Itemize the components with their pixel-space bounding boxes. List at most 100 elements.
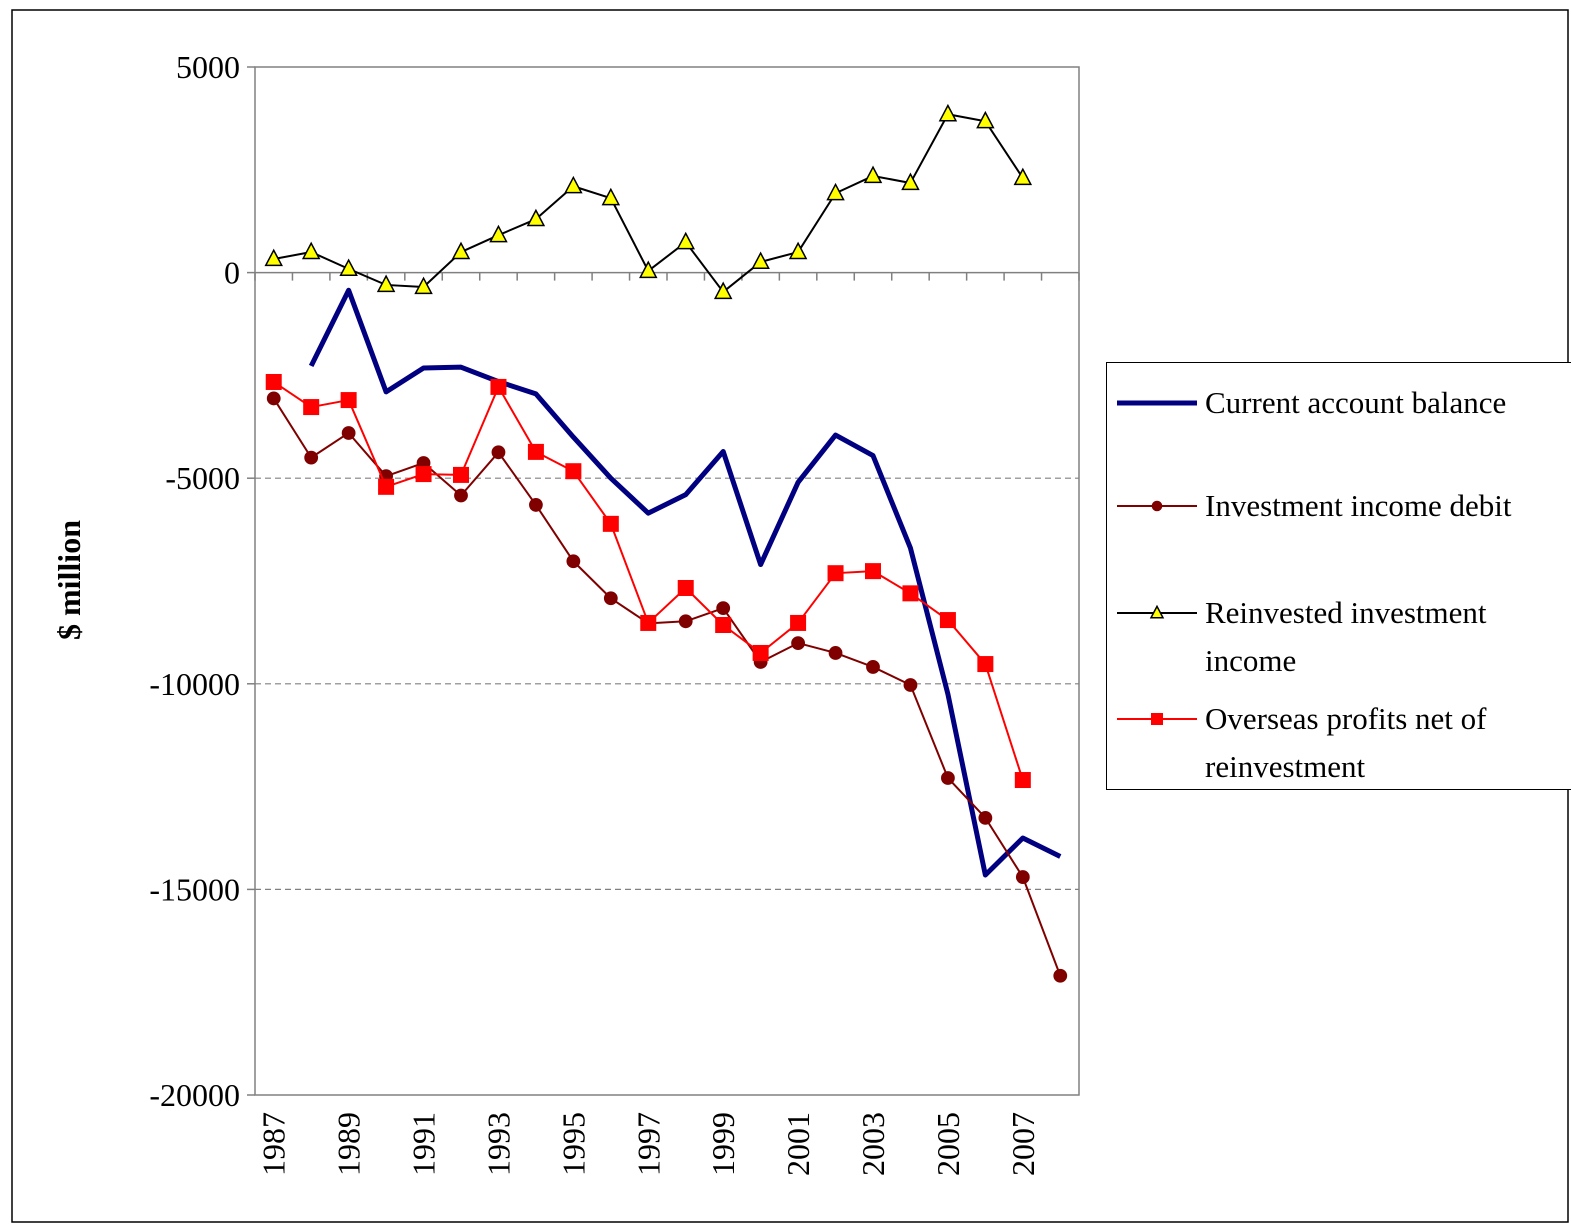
x-tick-label: 1997 [630, 1112, 666, 1176]
x-tick-label: 2003 [855, 1112, 891, 1176]
marker [1015, 870, 1030, 884]
y-tick-label: -5000 [165, 460, 240, 496]
series-line [273, 381, 1024, 781]
marker [1151, 500, 1163, 512]
marker [715, 616, 732, 633]
x-tick-label: 1993 [480, 1112, 516, 1176]
marker [301, 241, 321, 260]
marker [828, 646, 843, 660]
marker [1014, 772, 1031, 789]
marker [938, 103, 958, 122]
marker [264, 248, 283, 267]
legend-entry: Reinvested investment income [1107, 589, 1567, 685]
x-tick-label: 1991 [406, 1112, 442, 1176]
marker [304, 450, 319, 465]
plot-area [254, 66, 1080, 1096]
marker [939, 612, 956, 629]
x-tick-label: 1987 [256, 1112, 292, 1176]
marker [639, 260, 658, 279]
marker [1149, 604, 1165, 619]
marker [340, 392, 357, 409]
marker [454, 488, 468, 503]
marker [601, 187, 621, 206]
marker [678, 614, 693, 629]
marker [901, 172, 920, 191]
y-tick-label: -10000 [149, 666, 240, 702]
marker [451, 241, 471, 260]
legend-label: Overseas profits net of reinvestment [1205, 701, 1487, 784]
marker [640, 614, 657, 631]
marker [866, 660, 880, 674]
marker [566, 554, 581, 569]
legend-swatch [1117, 604, 1197, 619]
x-tick-label: 1999 [705, 1112, 741, 1176]
marker [826, 182, 845, 201]
marker [677, 579, 694, 596]
marker [527, 443, 544, 460]
marker [526, 208, 546, 227]
marker [751, 251, 770, 270]
marker [490, 378, 507, 395]
marker [977, 656, 994, 673]
marker [713, 281, 733, 300]
marker [491, 445, 506, 460]
marker [1013, 167, 1033, 186]
x-tick-label: 2005 [930, 1112, 966, 1176]
marker [414, 276, 433, 295]
y-axis-label: $ million [51, 520, 87, 640]
marker [676, 231, 695, 250]
marker [790, 614, 807, 631]
marker [602, 515, 619, 532]
y-tick-label: -15000 [149, 871, 240, 907]
marker [976, 110, 995, 129]
legend-swatch [1117, 713, 1197, 725]
series-line [308, 287, 1062, 878]
marker [1053, 968, 1068, 983]
marker [791, 636, 805, 650]
legend-entry: Overseas profits net of reinvestment [1107, 695, 1567, 791]
legend-label: Investment income debit [1205, 488, 1512, 523]
x-tick-label: 1989 [331, 1112, 367, 1176]
legend-swatch [1117, 500, 1197, 512]
marker [827, 565, 844, 582]
legend-entry: Current account balance [1107, 379, 1567, 427]
legend-label: Reinvested investment income [1205, 595, 1487, 678]
x-tick-label: 2007 [1005, 1112, 1041, 1176]
legend-entry: Investment income debit [1107, 482, 1567, 530]
y-tick-label: 5000 [176, 49, 240, 85]
marker [863, 165, 883, 184]
marker [865, 563, 881, 580]
marker [265, 373, 282, 390]
marker [376, 274, 396, 293]
x-tick-label: 1995 [555, 1112, 591, 1176]
marker [341, 426, 356, 440]
legend: Current account balance Investment income… [1106, 362, 1571, 790]
marker [902, 585, 919, 602]
marker [788, 241, 808, 260]
marker [941, 771, 955, 785]
y-tick-label: -20000 [149, 1077, 240, 1113]
marker [1151, 713, 1163, 725]
legend-swatch [1117, 400, 1197, 406]
series-line [272, 397, 1062, 977]
marker [564, 175, 583, 194]
marker [453, 466, 469, 483]
marker [529, 498, 543, 512]
marker [978, 810, 993, 825]
marker [565, 463, 582, 480]
legend-label: Current account balance [1205, 385, 1507, 420]
marker [378, 478, 395, 495]
marker [339, 258, 358, 277]
y-tick-label: 0 [224, 255, 240, 291]
marker [716, 601, 731, 616]
marker [489, 224, 508, 243]
marker [603, 591, 618, 606]
marker [752, 644, 769, 661]
marker [266, 391, 281, 406]
marker [303, 399, 320, 416]
marker [903, 678, 918, 692]
x-tick-label: 2001 [780, 1112, 816, 1176]
marker [415, 466, 432, 483]
